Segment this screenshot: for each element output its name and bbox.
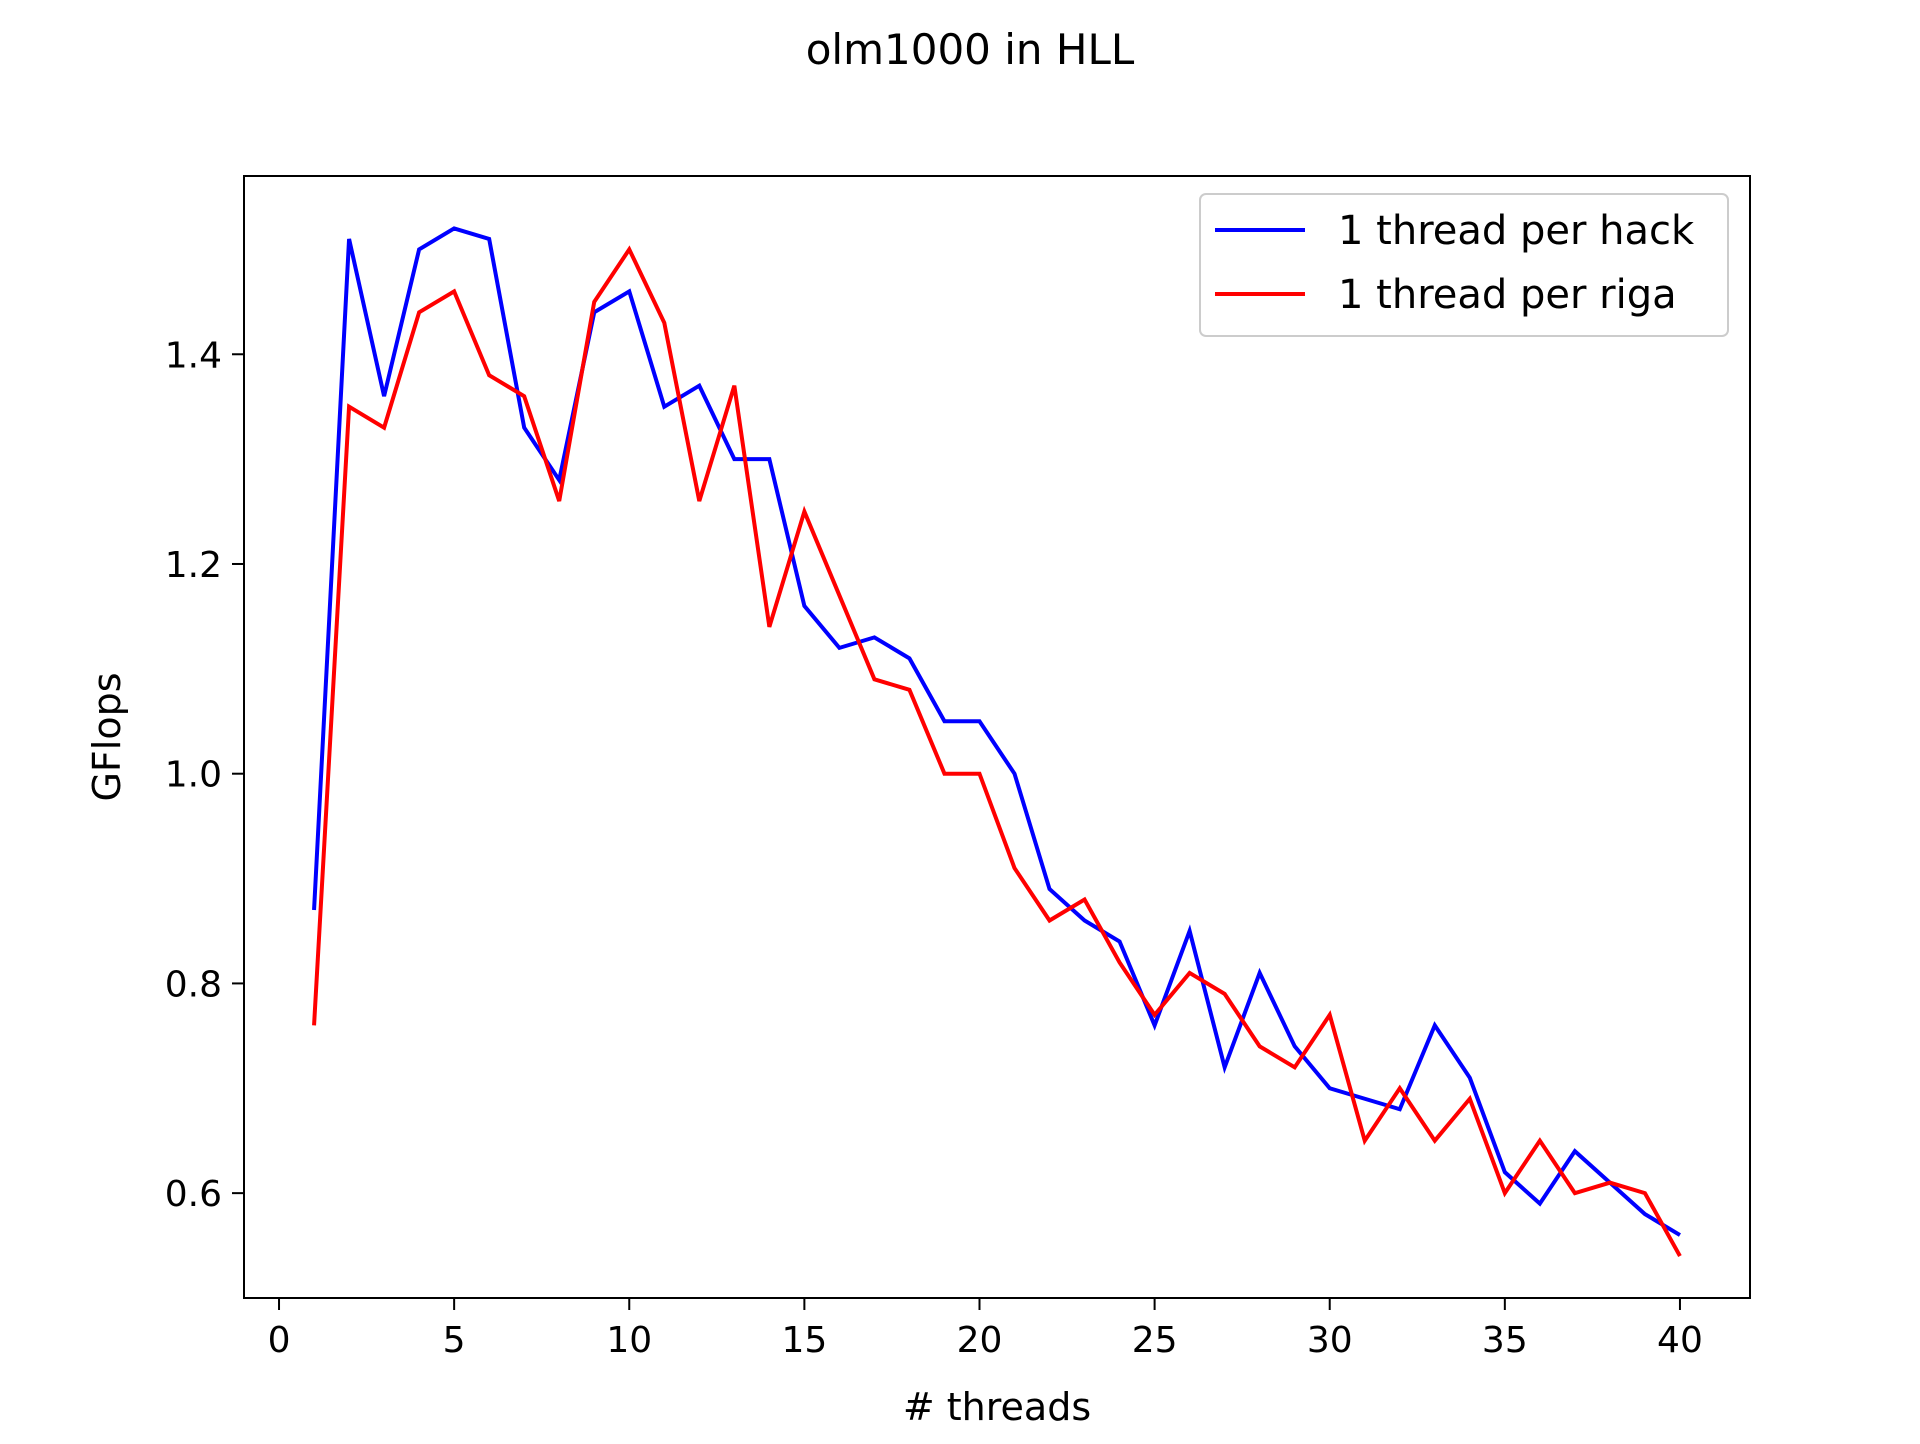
x-tick-label: 30 bbox=[1307, 1320, 1353, 1361]
x-tick-label: 10 bbox=[606, 1320, 652, 1361]
legend: 1 thread per hack 1 thread per riga bbox=[1199, 193, 1729, 337]
x-axis-ticks: 0 5 10 15 20 25 30 35 40 bbox=[268, 1298, 1703, 1361]
y-tick-label: 0.6 bbox=[165, 1174, 222, 1215]
x-tick-label: 20 bbox=[957, 1320, 1003, 1361]
plot-frame bbox=[243, 175, 1751, 1299]
x-axis-label: # threads bbox=[903, 1385, 1091, 1429]
legend-label-hack: 1 thread per hack bbox=[1338, 208, 1695, 254]
chart-title: olm1000 in HLL bbox=[806, 25, 1135, 74]
x-tick-label: 0 bbox=[268, 1320, 291, 1361]
legend-label-riga: 1 thread per riga bbox=[1338, 272, 1677, 318]
y-tick-label: 1.2 bbox=[165, 545, 222, 586]
y-axis-label: GFlops bbox=[85, 672, 129, 801]
y-tick-label: 1.4 bbox=[165, 335, 222, 376]
legend-box bbox=[1199, 193, 1729, 337]
y-tick-label: 1.0 bbox=[165, 755, 222, 796]
x-tick-label: 5 bbox=[443, 1320, 466, 1361]
y-axis-ticks: 0.6 0.8 1.0 1.2 1.4 bbox=[165, 335, 244, 1215]
x-tick-label: 40 bbox=[1657, 1320, 1703, 1361]
plot-area: 0 5 10 15 20 25 30 35 40 0.6 0.8 1.0 1.2 1.4 bbox=[165, 175, 1751, 1361]
x-tick-label: 25 bbox=[1132, 1320, 1178, 1361]
x-tick-label: 35 bbox=[1482, 1320, 1528, 1361]
series-line-riga bbox=[312, 245, 1682, 1258]
y-tick-label: 0.8 bbox=[165, 964, 222, 1005]
series-lines bbox=[312, 226, 1682, 1258]
x-tick-label: 15 bbox=[781, 1320, 827, 1361]
